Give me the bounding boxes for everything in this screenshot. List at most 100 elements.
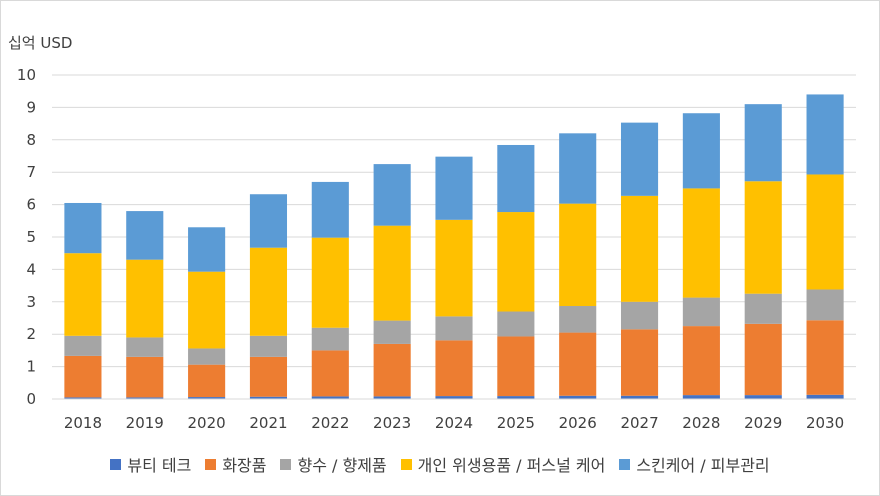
bar-segment <box>744 293 782 324</box>
legend-swatch <box>619 458 631 470</box>
legend-item: 뷰티 테크 <box>110 452 191 476</box>
x-tick-label: 2026 <box>559 414 597 432</box>
bar-segment <box>126 337 164 357</box>
bar-segment <box>64 253 102 336</box>
x-tick-label: 2024 <box>435 414 473 432</box>
bar-segment <box>559 332 597 396</box>
bar-segment <box>559 306 597 333</box>
y-tick-label: 1 <box>26 358 36 376</box>
bar-segment <box>620 301 659 330</box>
x-tick-label: 2025 <box>497 414 535 432</box>
bar-segment <box>188 227 226 272</box>
bar-segment <box>311 181 349 238</box>
bar-segment <box>744 104 782 182</box>
bar-segment <box>497 144 535 213</box>
bar-segment <box>64 335 102 356</box>
x-tick-label: 2021 <box>249 414 287 432</box>
bar-segment <box>620 329 659 396</box>
bar-segment <box>373 343 411 397</box>
x-tick-label: 2019 <box>126 414 164 432</box>
bar-segment <box>311 237 349 328</box>
bar-segment <box>64 397 102 399</box>
gridlines <box>52 74 856 368</box>
bar-segment <box>559 203 597 307</box>
bar-segment <box>311 350 349 397</box>
bar-segment <box>435 396 473 399</box>
bar-segment <box>497 336 535 397</box>
bar-segment <box>559 133 597 204</box>
bar-segment <box>497 212 535 312</box>
x-tick-label: 2020 <box>188 414 226 432</box>
bar-segment <box>188 397 226 399</box>
legend-swatch <box>110 458 122 470</box>
legend-label: 화장품 <box>222 456 267 475</box>
bar-segment <box>435 219 473 317</box>
bar-segment <box>373 396 411 399</box>
bar-segment <box>682 326 720 396</box>
x-tick-label: 2028 <box>682 414 720 432</box>
legend-label: 뷰티 테크 <box>127 456 192 475</box>
y-axis-tick-labels: 0 1 2 3 4 5 6 7 8 9 10 <box>17 66 36 408</box>
bar-segment <box>806 174 844 290</box>
bar-segment <box>311 396 349 399</box>
bar-segment <box>188 348 226 365</box>
y-tick-label: 2 <box>26 325 36 343</box>
x-tick-label: 2029 <box>744 414 782 432</box>
legend-label: 향수 / 향제품 <box>297 456 387 475</box>
bar-segment <box>806 394 844 399</box>
bar-segment <box>126 356 164 398</box>
bar-segment <box>806 320 844 395</box>
x-tick-label: 2023 <box>373 414 411 432</box>
bar-segment <box>126 211 164 260</box>
bar-segment <box>249 247 288 336</box>
x-tick-label: 2027 <box>620 414 658 432</box>
legend-item: 개인 위생용품 / 퍼스널 케어 <box>400 452 605 476</box>
y-tick-label: 3 <box>26 293 36 311</box>
y-tick-label: 4 <box>26 260 36 278</box>
bar-segment <box>682 188 720 298</box>
bar-segment <box>249 194 288 248</box>
legend-swatch <box>400 458 412 470</box>
bar-segment <box>64 202 102 254</box>
x-tick-label: 2018 <box>64 414 102 432</box>
bar-segment <box>126 259 164 338</box>
bar-segment <box>435 156 473 220</box>
legend-item: 스킨케어 / 피부관리 <box>619 452 770 476</box>
bar-segment <box>682 297 720 327</box>
bar-segment <box>64 355 102 398</box>
legend-item: 향수 / 향제품 <box>280 452 387 476</box>
bar-segment <box>311 327 349 351</box>
bar-segment <box>188 364 226 398</box>
bar-segment <box>373 164 411 226</box>
bar-segment <box>373 225 411 321</box>
bar-segment <box>497 311 535 337</box>
legend-item: 화장품 <box>205 452 266 476</box>
bars <box>64 94 844 399</box>
bar-segment <box>744 181 782 294</box>
bar-segment <box>620 395 659 399</box>
bar-segment <box>435 340 473 397</box>
y-axis-unit-label: 십억 USD <box>8 34 72 52</box>
bar-segment <box>744 323 782 396</box>
bar-segment <box>806 94 844 175</box>
bar-segment <box>682 395 720 399</box>
y-tick-label: 10 <box>17 66 36 84</box>
bar-segment <box>559 395 597 399</box>
x-tick-label: 2030 <box>806 414 844 432</box>
y-tick-label: 8 <box>26 131 36 149</box>
bar-segment <box>744 395 782 399</box>
x-tick-label: 2022 <box>311 414 349 432</box>
bar-segment <box>806 289 844 321</box>
bar-segment <box>435 316 473 341</box>
bar-segment <box>373 320 411 344</box>
y-tick-label: 0 <box>26 390 36 408</box>
legend-label: 스킨케어 / 피부관리 <box>636 456 770 475</box>
bar-segment <box>249 396 288 399</box>
bar-segment <box>126 397 164 399</box>
y-tick-label: 9 <box>26 98 36 116</box>
bar-segment <box>249 335 288 357</box>
bar-segment <box>188 271 226 349</box>
legend-swatch <box>280 458 292 470</box>
bar-segment <box>620 195 659 302</box>
